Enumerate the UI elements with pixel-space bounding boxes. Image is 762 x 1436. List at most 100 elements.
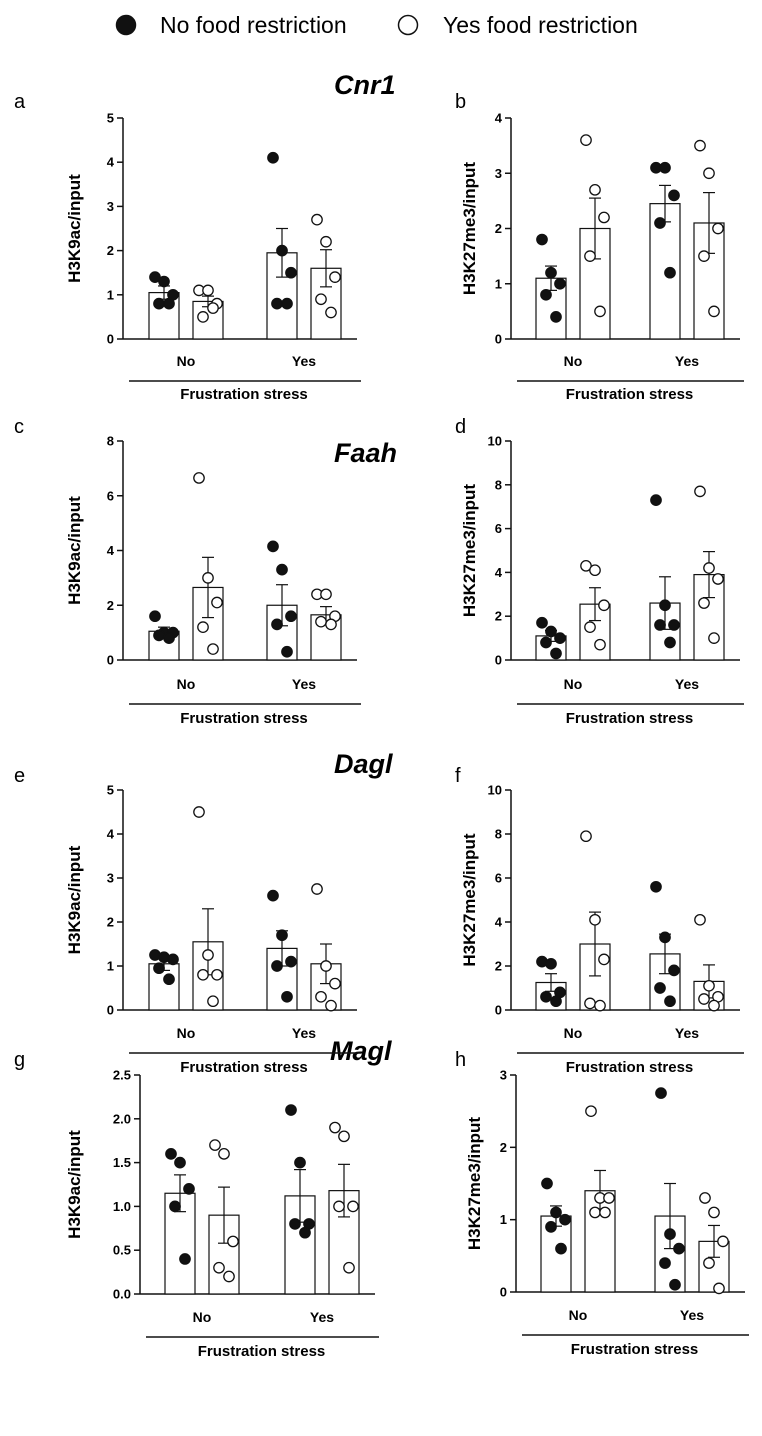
data-point — [599, 1206, 611, 1219]
x-axis-label: Frustration stress — [198, 1343, 326, 1360]
x-axis-label: Frustration stress — [571, 1341, 699, 1358]
data-point — [276, 563, 288, 576]
gene-title-faah: Faah — [334, 438, 397, 468]
y-axis-label: H3K27me3/input — [465, 1117, 484, 1251]
y-tick-label: 4 — [495, 915, 503, 930]
data-point — [209, 1139, 221, 1151]
data-point — [329, 977, 341, 990]
data-point — [202, 949, 214, 961]
data-point — [540, 288, 552, 301]
data-point — [267, 540, 279, 553]
data-point — [149, 610, 161, 623]
data-point — [598, 953, 610, 966]
data-point — [193, 472, 205, 484]
y-tick-label: 2 — [500, 1140, 507, 1155]
y-tick-label: 4 — [107, 827, 115, 842]
data-point — [555, 1242, 567, 1255]
bar-no-yes-food — [584, 1190, 616, 1293]
data-point — [589, 913, 601, 926]
data-point — [655, 1087, 667, 1099]
panel-a: a 0 1 2 3 4 5 H3K9ac/input No Yes Frustration stre… — [14, 91, 361, 403]
y-tick-label: 10 — [488, 783, 502, 798]
y-tick-label: 2 — [107, 915, 114, 930]
data-point — [654, 619, 666, 631]
y-tick-label: 2 — [495, 959, 502, 974]
data-point — [694, 485, 706, 498]
data-point — [584, 621, 596, 634]
x-axis-label: Frustration stress — [180, 386, 308, 403]
x-category-label: No — [564, 676, 583, 692]
panel-e: e 0 1 2 3 4 5 H3K9ac/input No Yes Frustration stre… — [14, 765, 361, 1076]
data-point — [325, 618, 337, 631]
y-tick-label: 0.5 — [113, 1243, 131, 1258]
data-point — [664, 1228, 676, 1240]
data-point — [594, 305, 606, 318]
data-point — [703, 562, 715, 574]
data-point — [598, 211, 610, 224]
gene-title-dagl: Dagl — [334, 749, 393, 779]
data-point — [650, 494, 662, 506]
data-point — [603, 1192, 615, 1204]
y-tick-label: 6 — [495, 521, 502, 536]
data-point — [545, 266, 557, 279]
data-point — [668, 619, 680, 631]
y-tick-label: 1 — [495, 276, 502, 291]
data-point — [584, 250, 596, 262]
data-point — [703, 1257, 715, 1269]
x-category-label: Yes — [292, 676, 316, 692]
legend-marker-no-food-restriction — [115, 14, 137, 36]
data-point — [202, 572, 214, 584]
data-point — [580, 830, 592, 843]
data-point — [207, 643, 219, 655]
data-point — [650, 880, 662, 893]
data-point — [347, 1200, 359, 1213]
y-tick-label: 4 — [495, 111, 503, 126]
legend-label-no-food-restriction: No food restriction — [160, 12, 347, 38]
data-point — [315, 615, 327, 628]
data-point — [213, 1261, 225, 1274]
data-point — [285, 955, 297, 968]
data-point — [594, 638, 606, 651]
panel-b: b 0 1 2 3 4 H3K27me3/input No Yes Frustration str… — [455, 91, 744, 403]
data-point — [153, 629, 165, 642]
x-category-label: No — [564, 353, 583, 369]
data-point — [717, 1235, 729, 1248]
data-point — [207, 995, 219, 1008]
data-point — [271, 618, 283, 631]
data-point — [664, 636, 676, 649]
x-category-label: No — [177, 353, 196, 369]
data-point — [698, 250, 710, 262]
data-point — [163, 973, 175, 986]
x-category-label: Yes — [675, 353, 699, 369]
panel-letter: d — [455, 416, 466, 438]
y-tick-label: 4 — [107, 155, 115, 170]
data-point — [197, 968, 209, 981]
data-point — [659, 931, 671, 944]
panel-letter: a — [14, 91, 26, 113]
y-tick-label: 2.0 — [113, 1111, 131, 1126]
data-point — [276, 929, 288, 942]
y-tick-label: 0 — [495, 653, 502, 668]
y-tick-label: 1 — [107, 287, 114, 302]
panel-letter: e — [14, 765, 25, 787]
data-point — [708, 999, 720, 1012]
data-point — [659, 1257, 671, 1269]
data-point — [329, 1121, 341, 1134]
data-point — [584, 997, 596, 1010]
data-point — [659, 161, 671, 174]
data-point — [540, 636, 552, 649]
y-tick-label: 0 — [107, 332, 114, 347]
data-point — [169, 1200, 181, 1213]
y-axis-label: H3K27me3/input — [460, 162, 479, 296]
x-category-label: No — [177, 676, 196, 692]
data-point — [153, 962, 165, 975]
data-point — [311, 883, 323, 895]
data-point — [285, 610, 297, 623]
data-point — [673, 1242, 685, 1255]
data-point — [664, 266, 676, 279]
x-category-label: Yes — [675, 1025, 699, 1041]
x-axis-label: Frustration stress — [180, 710, 308, 727]
data-point — [320, 235, 332, 248]
data-point — [708, 632, 720, 644]
data-point — [197, 311, 209, 323]
